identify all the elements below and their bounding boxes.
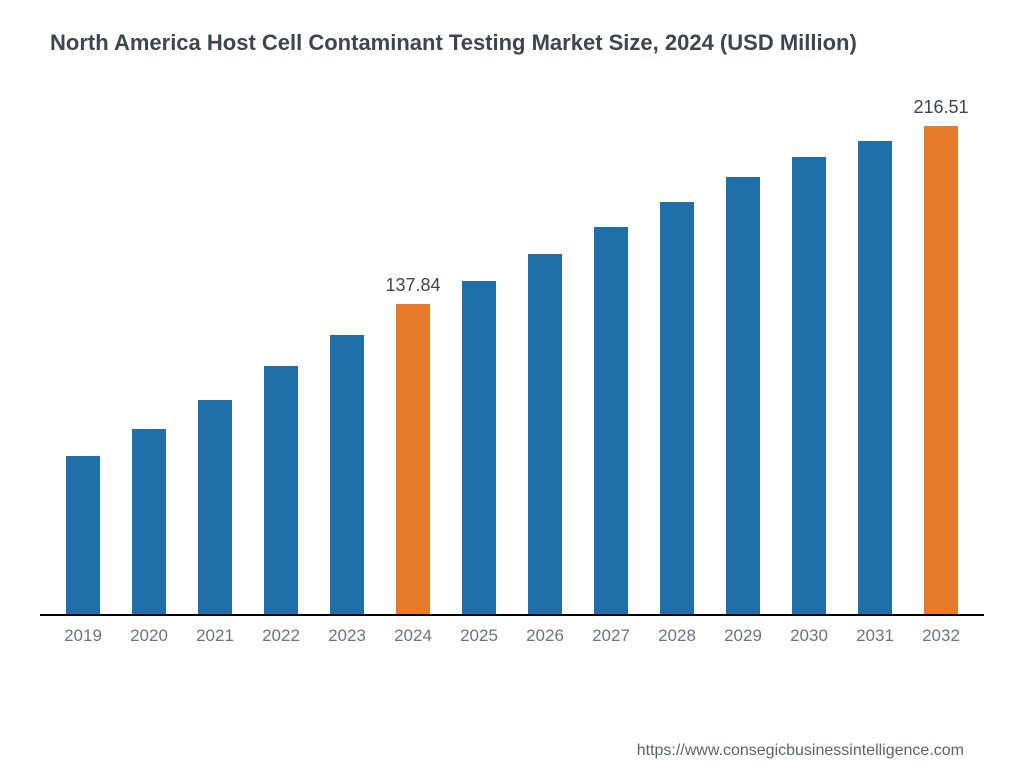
bar-group-2023 <box>314 96 380 614</box>
x-axis: 2019202020212022202320242025202620272028… <box>40 616 984 646</box>
bar-2023 <box>330 335 364 614</box>
bar-2020 <box>132 429 166 614</box>
chart-container: North America Host Cell Contaminant Test… <box>40 30 984 738</box>
bar-2021 <box>198 400 232 614</box>
source-url: https://www.consegicbusinessintelligence… <box>637 742 964 760</box>
bar-group-2029 <box>710 96 776 614</box>
bar-2025 <box>462 281 496 614</box>
x-tick-2032: 2032 <box>908 626 974 646</box>
bar-value-label-2032: 216.51 <box>913 97 968 118</box>
bar-group-2021 <box>182 96 248 614</box>
x-tick-2022: 2022 <box>248 626 314 646</box>
chart-title: North America Host Cell Contaminant Test… <box>40 30 984 56</box>
x-tick-2025: 2025 <box>446 626 512 646</box>
bar-2032 <box>924 126 958 614</box>
bar-2027 <box>594 227 628 614</box>
bar-2022 <box>264 366 298 614</box>
bar-value-label-2024: 137.84 <box>385 275 440 296</box>
plot-area: 137.84 216.51 <box>40 96 984 616</box>
bar-2031 <box>858 141 892 614</box>
bar-group-2030 <box>776 96 842 614</box>
bar-group-2022 <box>248 96 314 614</box>
x-tick-2029: 2029 <box>710 626 776 646</box>
bar-group-2024: 137.84 <box>380 96 446 614</box>
bar-2030 <box>792 157 826 614</box>
x-tick-2019: 2019 <box>50 626 116 646</box>
bar-group-2032: 216.51 <box>908 96 974 614</box>
x-tick-2030: 2030 <box>776 626 842 646</box>
bar-2019 <box>66 456 100 614</box>
bar-group-2031 <box>842 96 908 614</box>
bar-group-2019 <box>50 96 116 614</box>
x-tick-2024: 2024 <box>380 626 446 646</box>
x-tick-2026: 2026 <box>512 626 578 646</box>
bar-group-2025 <box>446 96 512 614</box>
x-tick-2023: 2023 <box>314 626 380 646</box>
bar-group-2026 <box>512 96 578 614</box>
x-tick-2031: 2031 <box>842 626 908 646</box>
x-tick-2021: 2021 <box>182 626 248 646</box>
bar-2024 <box>396 304 430 614</box>
x-tick-2027: 2027 <box>578 626 644 646</box>
bar-2026 <box>528 254 562 614</box>
bar-group-2028 <box>644 96 710 614</box>
bar-2028 <box>660 202 694 614</box>
bar-2029 <box>726 177 760 614</box>
x-tick-2020: 2020 <box>116 626 182 646</box>
bar-group-2027 <box>578 96 644 614</box>
x-tick-2028: 2028 <box>644 626 710 646</box>
bar-group-2020 <box>116 96 182 614</box>
